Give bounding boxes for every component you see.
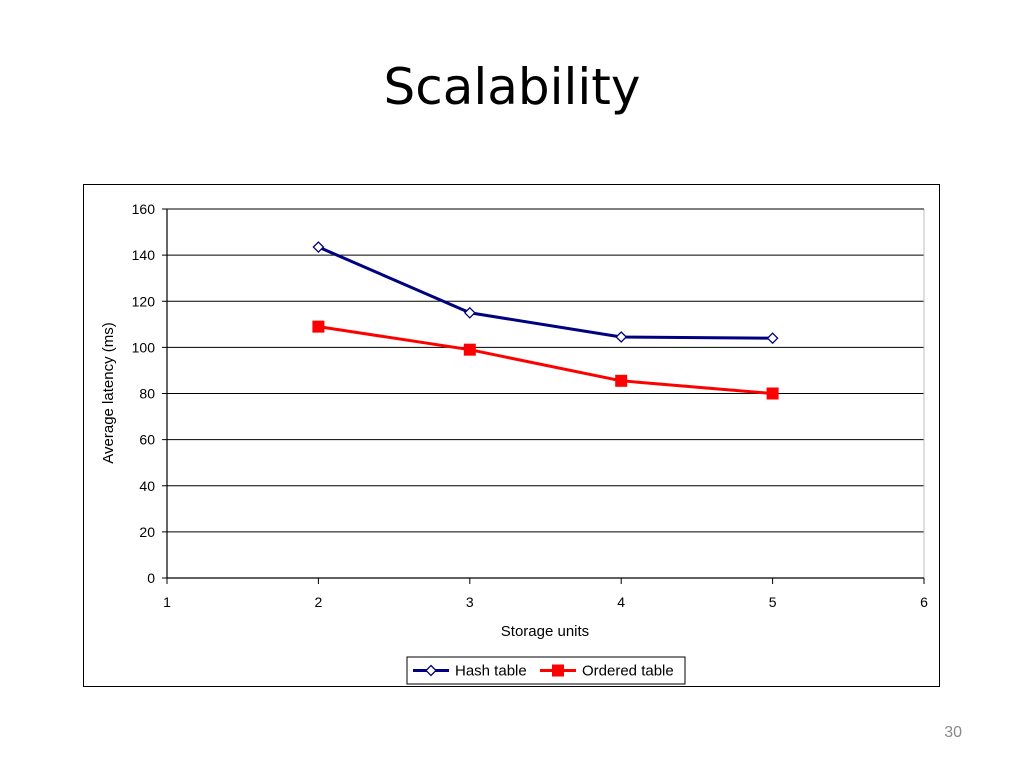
data-point	[615, 331, 628, 343]
series-ordered-table	[312, 320, 779, 400]
legend-marker	[425, 664, 437, 677]
legend-marker	[552, 664, 564, 677]
x-tick-label: 5	[769, 594, 777, 610]
y-tick-label: 0	[147, 570, 155, 586]
y-tick-label: 140	[132, 247, 156, 263]
data-point	[312, 320, 325, 333]
x-tick-label: 1	[163, 594, 171, 610]
y-tick-label: 60	[139, 432, 155, 448]
y-tick-label: 120	[132, 293, 156, 309]
y-tick-label: 160	[132, 201, 156, 217]
chart-frame	[83, 184, 940, 687]
data-point	[463, 306, 476, 319]
data-point	[312, 241, 325, 253]
x-tick-label: 3	[466, 594, 474, 610]
y-tick-label: 80	[139, 386, 155, 402]
grid-layer	[167, 208, 925, 578]
legend-label: Hash table	[455, 663, 527, 680]
data-point	[766, 332, 779, 345]
series-layer	[312, 241, 779, 400]
y-axis-title: Average latency (ms)	[100, 322, 117, 463]
y-tick-label: 40	[139, 478, 155, 494]
legend-label: Ordered table	[582, 663, 674, 680]
series-hash-table	[312, 241, 779, 345]
data-point	[766, 387, 779, 400]
axes-layer: 0 20 40 60 80 100 120 140 160 1 2 3 4 5 6	[132, 201, 928, 610]
x-axis-title: Storage units	[501, 623, 589, 640]
y-tick-label: 20	[139, 524, 155, 540]
series-line	[318, 325, 773, 395]
series-line	[317, 245, 773, 340]
legend: Hash table Ordered table	[406, 656, 686, 685]
y-tick-label: 100	[132, 339, 156, 355]
x-tick-label: 6	[920, 594, 928, 610]
slide-title: Scalability	[383, 58, 641, 116]
x-tick-label: 2	[315, 594, 323, 610]
data-point	[615, 374, 628, 387]
x-tick-label: 4	[617, 594, 625, 610]
page-number: 30	[944, 724, 962, 741]
data-point	[463, 343, 476, 356]
